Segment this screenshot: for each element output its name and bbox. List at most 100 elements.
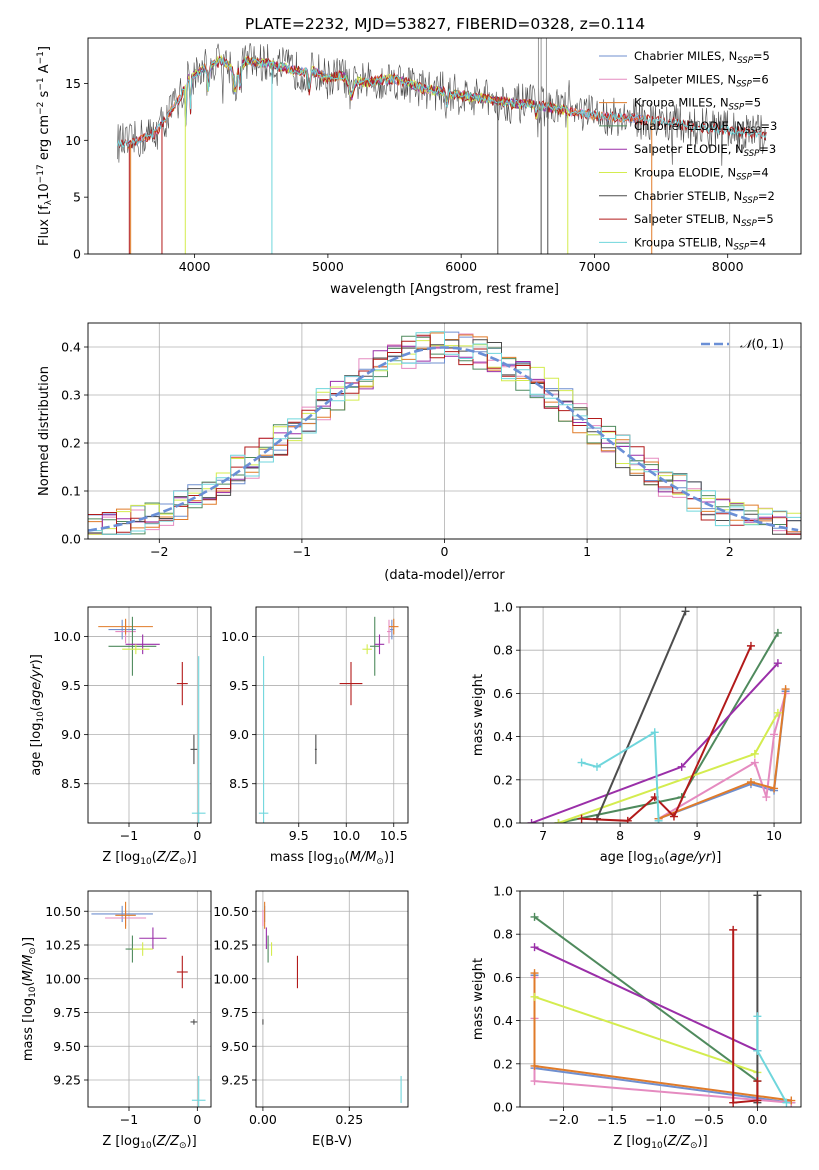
weight_vs_age-xtick-label: 7 [539,828,547,843]
weight_vs_age-marker [770,730,779,739]
age_vs_Z-ytick-label: 9.5 [61,678,81,693]
age_vs_mass-ytick-label: 9.5 [229,678,249,693]
residuals-ytick-label: 0.3 [61,388,81,403]
mass_vs_ebv-ytick-label: 9.75 [221,1005,249,1020]
weight_vs_age-marker [654,816,663,823]
weight_vs_age-marker [554,819,563,823]
weight_vs_age-series-chabrier-stelib [596,610,687,820]
mass_vs_ebv-marks [262,901,402,1103]
mass_vs_ebv-ytick-label: 10.00 [213,971,249,986]
weight_vs_age-xtick-label: 8 [616,828,624,843]
residuals-ytick-label: 0.0 [61,532,81,547]
age_vs_Z-xtick-label: 0 [193,828,201,843]
weight_vs_Z-series-salpeter-stelib [732,929,759,1104]
age_vs_Z-ylabel: age [log10(age/yr)] [29,654,46,776]
mass_vs_ebv-xtick-label: 0.00 [249,1112,277,1127]
weight_vs_Z-marker [787,1096,796,1105]
weight_vs_age-marker [577,814,586,823]
weight_vs_Z-marker [530,1077,539,1086]
weight_vs_age-ytick-label: 0.8 [493,643,513,658]
weight_vs_Z-marker [753,1012,762,1021]
weight_vs_age-marks [527,607,790,823]
weight_vs_Z-marker [753,1077,762,1086]
residual-hist-kroupa-stelib [88,331,801,535]
age_vs_Z-ytick-label: 9.0 [61,727,81,742]
spectrum-legend-label: Kroupa MILES, NSSP=5 [634,96,761,113]
weight_vs_age-marker [770,784,779,793]
weight_vs_Z-series-salpeter-elodie [534,946,758,1052]
spectrum-legend-label: Chabrier STELIB, NSSP=2 [634,189,775,206]
mass_vs_ebv-ytick-label: 9.25 [221,1073,249,1088]
spectrum-xtick-label: 4000 [179,259,211,274]
weight_vs_Z-marker [729,1098,738,1107]
weight_vs_Z-series-kroupa-elodie [534,995,758,1074]
residuals-axes: −2 −1 0 1 2 0.0 0.1 0.2 0.3 0.4 [61,323,801,559]
residual-legend: 𝒩(0, 1) [701,337,784,351]
spectrum-legend-label: Chabrier MILES, NSSP=5 [634,49,770,66]
weight_vs_age-marker [746,641,755,650]
weight_vs_age-marker [669,812,678,821]
weight_vs_age-xtick-label: 9 [693,828,701,843]
age_vs_mass-ytick-label: 8.5 [229,776,249,791]
spectrum-axes: 4000 5000 6000 7000 8000 0 5 10 15 [65,76,744,274]
spectrum-legend-label: Salpeter STELIB, NSSP=5 [634,212,774,229]
weight_vs_Z-xtick-label: −2.0 [548,1112,578,1127]
weight_vs_age-frame [519,606,802,824]
mass_vs_Z-xtick-label: 0 [193,1112,201,1127]
weight_vs_Z-ytick-label: 0.8 [493,927,513,942]
weight_vs_age-marker [750,749,759,758]
age_vs_Z-xlabel: Z [log10(Z/Z⊙)] [102,850,196,867]
weight_vs_age-ytick-label: 1.0 [493,600,513,615]
residual-legend-label: 𝒩(0, 1) [740,337,784,351]
weight_vs_Z-ytick-label: 0.6 [493,970,513,985]
weight_vs_Z-ytick-label: 0.0 [493,1100,513,1115]
mass_vs_Z-ytick-label: 10.00 [45,971,81,986]
residuals-ytick-label: 0.1 [61,484,81,499]
mass_vs_ebv-axes: 0.00 0.25 9.25 9.50 9.75 10.00 10.25 10.50 [213,891,408,1127]
mass_vs_Z-xlabel: Z [log10(Z/Z⊙)] [102,1134,196,1151]
residuals-ytick-label: 0.4 [61,340,81,355]
spectrum-xtick-label: 6000 [445,259,477,274]
weight_vs_age-marker [781,685,790,694]
mass_vs_ebv-ytick-label: 10.50 [213,904,249,919]
spectrum-series-kroupa-stelib [116,56,767,148]
weight_vs_age-marker [677,762,686,771]
weight_vs_Z-xtick-label: −1.0 [645,1112,675,1127]
mass_vs_ebv-ytick-label: 10.25 [213,938,249,953]
weight_vs_age-marker [773,628,782,637]
weight_vs_Z-marker [530,912,539,921]
spectrum-legend-label: Salpeter ELODIE, NSSP=3 [634,142,776,159]
residuals-marks [88,331,801,535]
weight_vs_Z-xlabel: Z [log10(Z/Z⊙)] [613,1134,707,1151]
weight_vs_Z-series-kroupa-stelib [756,1016,788,1104]
weight_vs_Z-ytick-label: 1.0 [493,884,513,899]
weight_vs_age-marker [592,762,601,771]
spectrum-ytick-label: 0 [73,247,81,262]
weight_vs_Z-xtick-label: 0.0 [747,1112,767,1127]
age_vs_Z-xtick-label: −1 [120,828,138,843]
age_vs_mass-xtick-label: 10.5 [380,828,408,843]
age_vs_mass-xtick-label: 9.5 [289,828,309,843]
weight_vs_age-marker [681,607,690,616]
mass_vs_Z-axes: −1 0 9.25 9.50 9.75 10.00 10.25 10.50 [45,891,211,1127]
age_vs_mass-axes: 9.5 10.0 10.5 8.5 9.0 9.5 10.0 [221,607,408,843]
spectrum-ylabel: Flux [fλ10−17 erg cm−2 s−1 A−1] [36,46,54,246]
residuals-xtick-label: 2 [726,544,734,559]
age_vs_mass-marks [258,616,399,823]
weight_vs_age-marker [527,819,536,823]
spectrum-legend-label: Kroupa ELODIE, NSSP=4 [634,166,769,183]
spectrum-legend-label: Kroupa STELIB, NSSP=4 [634,235,766,252]
weight_vs_age-marker [577,758,586,767]
mass_vs_Z-xtick-label: −1 [120,1112,138,1127]
weight_vs_Z-marks [530,891,796,1107]
age_vs_mass-ytick-label: 10.0 [221,629,249,644]
normal-curve [88,346,799,532]
mass_vs_Z-frame [87,890,212,1108]
spectrum-legend: Chabrier MILES, NSSP=5 Salpeter MILES, NS… [599,49,777,252]
weight_vs_Z-ytick-label: 0.2 [493,1056,513,1071]
spectrum-frame [87,37,802,255]
mass_vs_Z-marks [91,901,206,1107]
spectrum-ytick-label: 10 [65,133,81,148]
spectrum-series-chabrier-stelib [117,43,767,166]
